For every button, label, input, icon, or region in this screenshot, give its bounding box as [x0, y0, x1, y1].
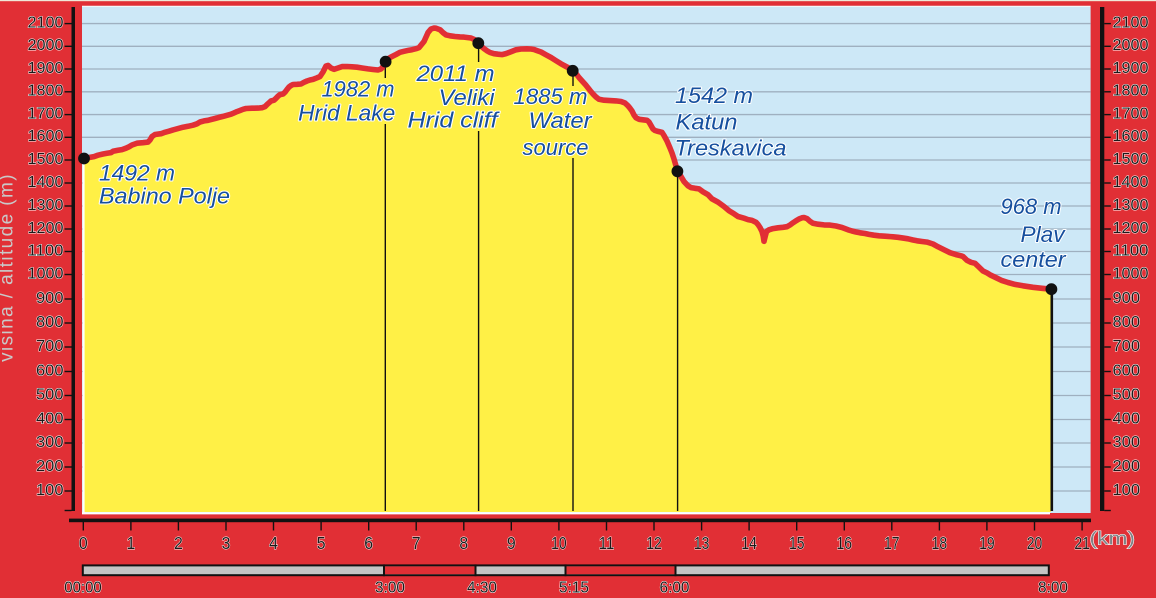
svg-text:11: 11 — [599, 533, 615, 553]
svg-text:1200: 1200 — [1113, 220, 1149, 237]
svg-text:17: 17 — [884, 533, 900, 553]
svg-text:2100: 2100 — [28, 15, 64, 32]
svg-text:6:00: 6:00 — [660, 580, 690, 597]
svg-text:00:00: 00:00 — [64, 580, 102, 597]
svg-text:300: 300 — [1113, 434, 1141, 451]
svg-text:1000: 1000 — [1113, 265, 1149, 282]
svg-text:700: 700 — [36, 338, 64, 355]
svg-text:1982 m: 1982 m — [322, 77, 395, 102]
svg-text:(km): (km) — [1090, 528, 1136, 549]
svg-text:500: 500 — [36, 386, 64, 403]
svg-text:900: 900 — [1113, 290, 1141, 307]
svg-text:600: 600 — [1113, 362, 1141, 379]
svg-text:18: 18 — [932, 533, 948, 553]
svg-text:400: 400 — [36, 410, 64, 427]
svg-text:200: 200 — [36, 458, 64, 475]
svg-text:1800: 1800 — [1113, 83, 1149, 100]
svg-text:4:30: 4:30 — [467, 580, 497, 597]
svg-text:500: 500 — [1113, 386, 1141, 403]
svg-text:2011 m: 2011 m — [415, 61, 494, 86]
svg-text:15: 15 — [789, 533, 805, 553]
svg-text:7: 7 — [412, 533, 421, 553]
svg-text:400: 400 — [1113, 410, 1141, 427]
svg-text:Treskavica: Treskavica — [675, 136, 787, 161]
svg-text:1700: 1700 — [28, 106, 64, 123]
svg-text:600: 600 — [36, 362, 64, 379]
svg-text:Katun: Katun — [676, 110, 738, 135]
svg-text:800: 800 — [1113, 314, 1141, 331]
svg-text:2100: 2100 — [1113, 15, 1149, 32]
svg-text:200: 200 — [1113, 458, 1141, 475]
svg-text:1: 1 — [127, 533, 136, 553]
svg-text:Plav: Plav — [1021, 222, 1067, 247]
svg-text:0: 0 — [79, 533, 88, 553]
svg-text:1885 m: 1885 m — [514, 84, 588, 109]
svg-text:6: 6 — [364, 533, 373, 553]
svg-text:1700: 1700 — [1113, 106, 1149, 123]
svg-text:1900: 1900 — [1113, 60, 1149, 77]
svg-text:1000: 1000 — [28, 265, 64, 282]
svg-text:1800: 1800 — [28, 83, 64, 100]
svg-text:1100: 1100 — [28, 242, 64, 259]
svg-text:8:00: 8:00 — [1038, 580, 1068, 597]
svg-text:1600: 1600 — [28, 128, 64, 145]
svg-text:Hrid cliff: Hrid cliff — [408, 108, 501, 133]
svg-text:13: 13 — [694, 533, 710, 553]
svg-text:1300: 1300 — [28, 197, 64, 214]
svg-text:2000: 2000 — [1113, 37, 1149, 54]
svg-text:Babino Polje: Babino Polje — [99, 184, 230, 209]
svg-text:1100: 1100 — [1113, 242, 1149, 259]
svg-text:100: 100 — [36, 482, 64, 499]
svg-text:1600: 1600 — [1113, 128, 1149, 145]
svg-text:2: 2 — [174, 533, 183, 553]
svg-text:1492 m: 1492 m — [99, 161, 175, 186]
svg-text:1200: 1200 — [28, 220, 64, 237]
svg-text:5: 5 — [317, 533, 326, 553]
svg-text:1500: 1500 — [28, 151, 64, 168]
svg-text:1500: 1500 — [1113, 151, 1149, 168]
svg-text:source: source — [523, 135, 589, 160]
svg-text:Veliki: Veliki — [439, 85, 496, 110]
svg-text:968 m: 968 m — [1001, 194, 1062, 219]
svg-text:100: 100 — [1113, 482, 1141, 499]
svg-text:Hrid Lake: Hrid Lake — [298, 101, 395, 126]
svg-text:1400: 1400 — [28, 174, 64, 191]
svg-text:20: 20 — [1027, 533, 1043, 553]
svg-text:5:15: 5:15 — [559, 580, 589, 597]
svg-text:19: 19 — [979, 533, 995, 553]
svg-text:3: 3 — [222, 533, 231, 553]
svg-text:12: 12 — [646, 533, 662, 553]
svg-text:2000: 2000 — [28, 37, 64, 54]
svg-text:9: 9 — [507, 533, 516, 553]
svg-text:visina / altitude (m): visina / altitude (m) — [0, 173, 18, 362]
svg-text:14: 14 — [741, 533, 757, 553]
svg-text:4: 4 — [269, 533, 278, 553]
svg-text:8: 8 — [459, 533, 468, 553]
svg-text:800: 800 — [36, 314, 64, 331]
svg-text:300: 300 — [36, 434, 64, 451]
svg-text:Water: Water — [529, 108, 594, 133]
svg-text:10: 10 — [551, 533, 567, 553]
svg-text:center: center — [1001, 247, 1068, 272]
svg-text:21: 21 — [1074, 533, 1090, 553]
svg-text:1300: 1300 — [1113, 197, 1149, 214]
svg-text:1900: 1900 — [28, 60, 64, 77]
svg-text:900: 900 — [36, 290, 64, 307]
svg-text:700: 700 — [1113, 338, 1141, 355]
svg-text:3:00: 3:00 — [375, 580, 405, 597]
svg-text:1542 m: 1542 m — [675, 83, 753, 108]
svg-text:16: 16 — [837, 533, 853, 553]
svg-text:1400: 1400 — [1113, 174, 1149, 191]
